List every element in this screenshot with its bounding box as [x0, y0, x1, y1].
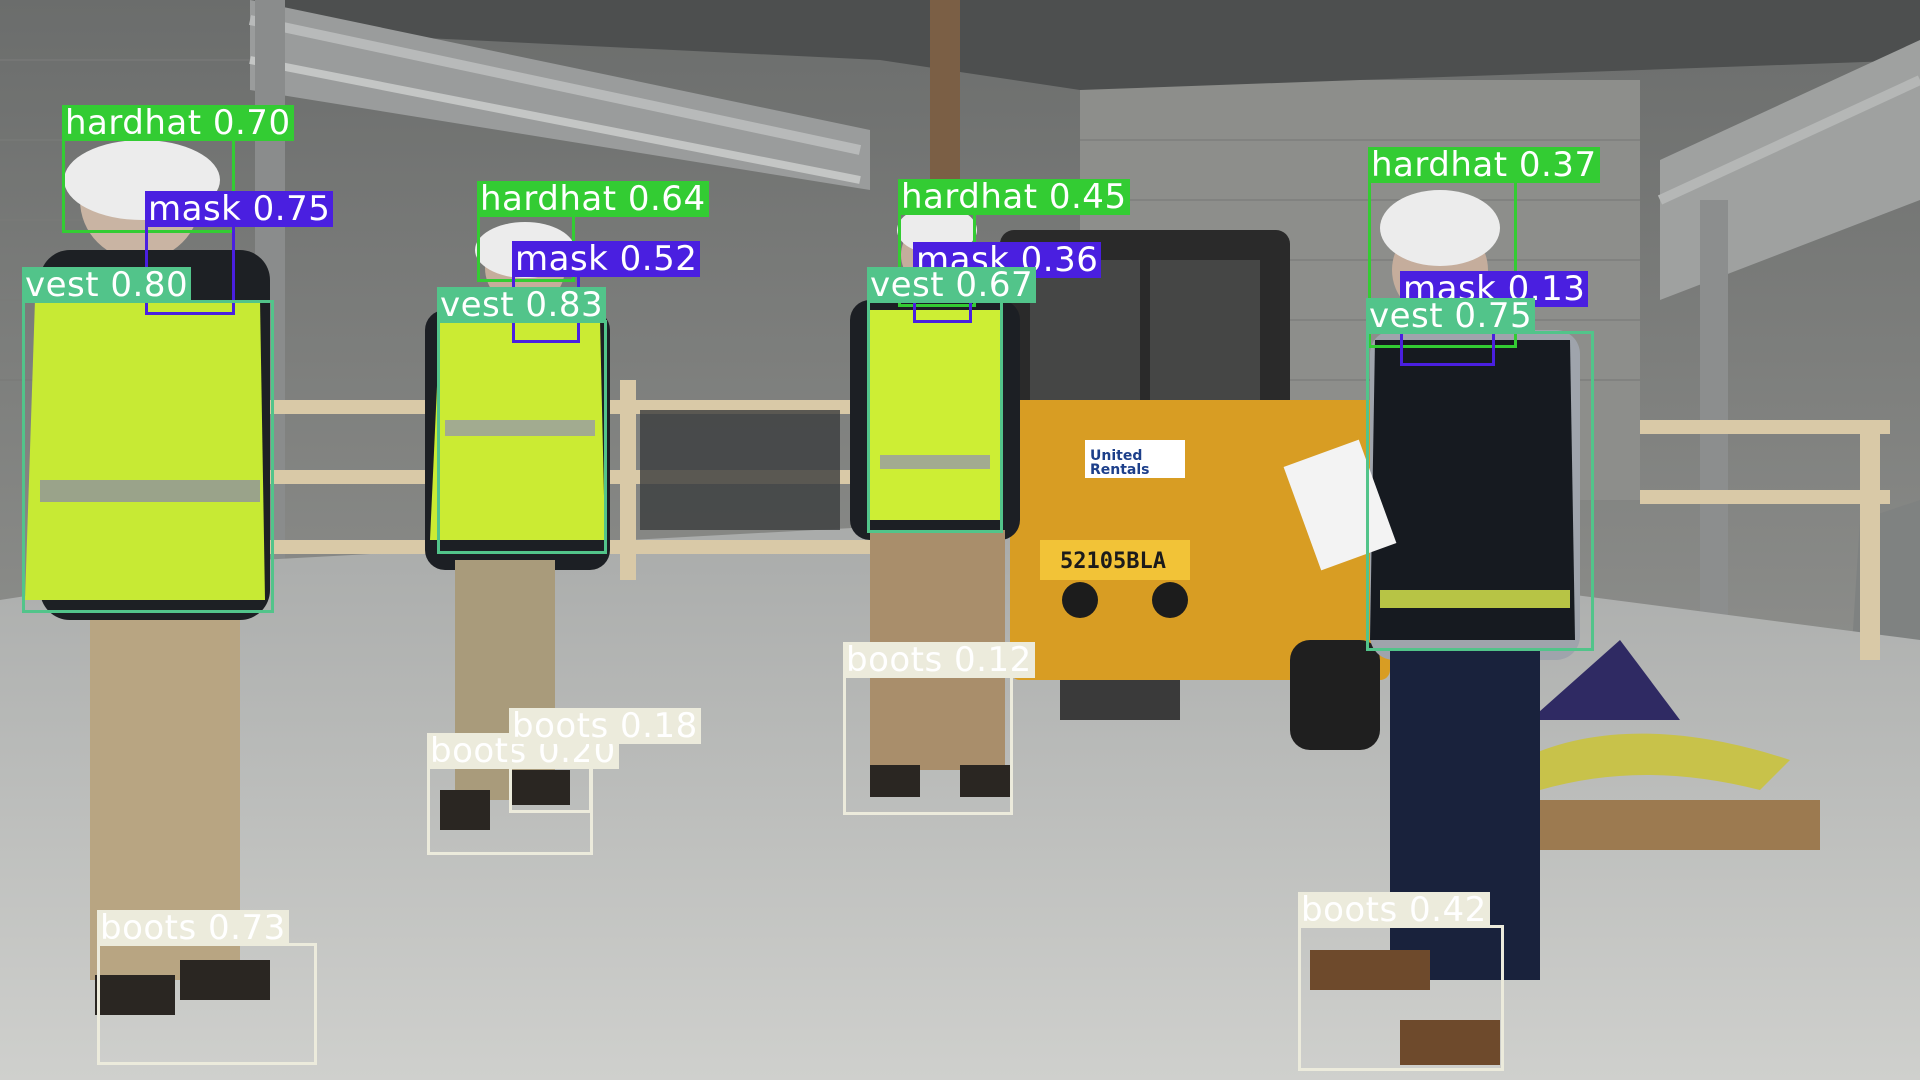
- mask-detection-box: mask 0.75: [145, 191, 334, 315]
- boots-detection-label: boots 0.18: [509, 708, 701, 744]
- vest-detection-label: vest 0.67: [867, 267, 1037, 303]
- hardhat-detection-label: hardhat 0.45: [898, 179, 1130, 215]
- boots-detection-box: boots 0.42: [1298, 892, 1504, 1071]
- hardhat-detection-label: hardhat 0.37: [1368, 147, 1600, 183]
- boots-detection-box: boots 0.73: [97, 910, 317, 1065]
- vest-detection-label: vest 0.80: [22, 267, 192, 303]
- boots-detection-label: boots 0.42: [1298, 892, 1490, 928]
- vest-detection-box: vest 0.83: [437, 287, 607, 554]
- hardhat-detection-label: hardhat 0.64: [477, 181, 709, 217]
- boots-detection-label: boots 0.73: [97, 910, 289, 946]
- pallet: [1510, 800, 1820, 850]
- hardhat-detection-box: hardhat 0.37: [1368, 147, 1600, 348]
- svg-text:52105BLA: 52105BLA: [1060, 549, 1166, 574]
- boots-detection-box: boots 0.18: [509, 708, 701, 813]
- vest-detection-label: vest 0.83: [437, 287, 607, 323]
- pallet-jack-base: [1530, 640, 1680, 720]
- yellow-straps: [1520, 733, 1790, 790]
- vest-detection-box: vest 0.75: [1366, 298, 1594, 651]
- mask-detection-box: mask 0.13: [1400, 271, 1589, 366]
- mask-detection-label: mask 0.52: [512, 241, 701, 277]
- svg-text:United: United: [1090, 448, 1142, 464]
- vest-detection-box: vest 0.67: [867, 267, 1037, 533]
- mezzanine-left: [250, 0, 870, 190]
- mask-detection-label: mask 0.13: [1400, 271, 1589, 307]
- vest-detection-label: vest 0.75: [1366, 298, 1536, 334]
- steel-stack: [640, 410, 840, 530]
- boots-detection-box: boots 0.12: [843, 642, 1035, 815]
- ceiling: [260, 0, 1920, 90]
- hardhat-detection-box: hardhat 0.70: [62, 105, 294, 233]
- boots-detection-label: boots 0.12: [843, 642, 1035, 678]
- hardhat-detection-label: hardhat 0.70: [62, 105, 294, 141]
- hardhat-detection-box: hardhat 0.45: [898, 179, 1130, 307]
- mask-detection-label: mask 0.75: [145, 191, 334, 227]
- svg-text:Rentals: Rentals: [1090, 462, 1150, 478]
- vest-detection-box: vest 0.80: [22, 267, 274, 613]
